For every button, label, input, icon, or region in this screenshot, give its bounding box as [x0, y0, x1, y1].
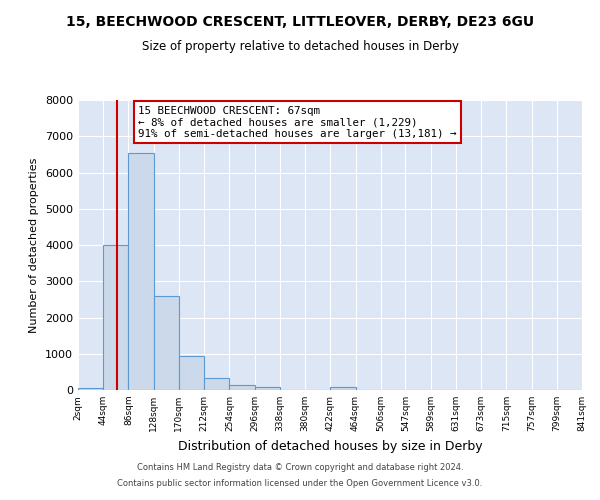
- Text: 15, BEECHWOOD CRESCENT, LITTLEOVER, DERBY, DE23 6GU: 15, BEECHWOOD CRESCENT, LITTLEOVER, DERB…: [66, 15, 534, 29]
- Text: 15 BEECHWOOD CRESCENT: 67sqm
← 8% of detached houses are smaller (1,229)
91% of : 15 BEECHWOOD CRESCENT: 67sqm ← 8% of det…: [139, 106, 457, 139]
- X-axis label: Distribution of detached houses by size in Derby: Distribution of detached houses by size …: [178, 440, 482, 452]
- Bar: [204, 378, 229, 390]
- Text: Contains HM Land Registry data © Crown copyright and database right 2024.: Contains HM Land Registry data © Crown c…: [137, 464, 463, 472]
- Bar: [103, 245, 128, 390]
- Bar: [331, 387, 356, 390]
- Bar: [154, 296, 179, 390]
- Bar: [128, 152, 154, 390]
- Y-axis label: Number of detached properties: Number of detached properties: [29, 158, 40, 332]
- Text: Size of property relative to detached houses in Derby: Size of property relative to detached ho…: [142, 40, 458, 53]
- Bar: [229, 386, 254, 390]
- Bar: [254, 387, 280, 390]
- Bar: [78, 388, 103, 390]
- Bar: [179, 356, 204, 390]
- Text: Contains public sector information licensed under the Open Government Licence v3: Contains public sector information licen…: [118, 478, 482, 488]
